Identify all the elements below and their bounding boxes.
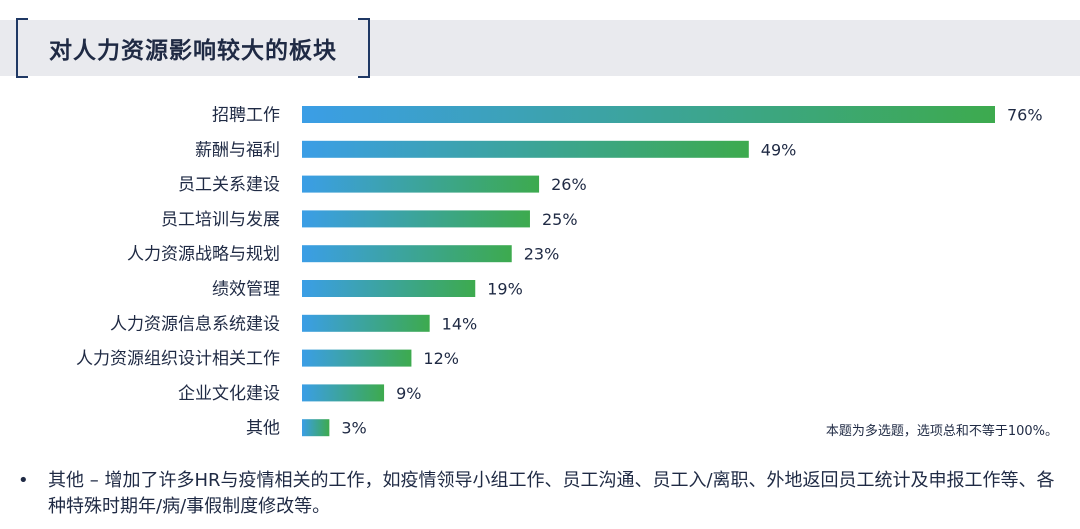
bar	[302, 314, 430, 332]
category-label: 人力资源信息系统建设	[110, 314, 280, 334]
category-label: 招聘工作	[212, 106, 280, 126]
category-label: 员工培训与发展	[161, 210, 280, 230]
footnote-text: 其他 – 增加了许多HR与疫情相关的工作，如疫情领导小组工作、员工沟通、员工入/…	[48, 470, 1055, 517]
value-label: 12%	[423, 349, 459, 368]
bar	[302, 210, 530, 228]
value-label: 23%	[524, 245, 560, 264]
category-label: 员工关系建设	[178, 175, 280, 195]
value-label: 25%	[542, 210, 578, 229]
bar	[302, 280, 476, 297]
bar	[302, 140, 749, 158]
value-label: 14%	[442, 314, 478, 333]
category-label: 人力资源组织设计相关工作	[76, 349, 280, 369]
category-label: 薪酬与福利	[195, 140, 280, 160]
value-label: 9%	[396, 384, 421, 403]
bar	[302, 245, 512, 263]
page-title: 对人力资源影响较大的板块	[49, 38, 337, 64]
value-label: 49%	[761, 140, 797, 159]
value-label: 26%	[551, 175, 587, 194]
value-label: 76%	[1007, 106, 1043, 125]
value-label: 3%	[341, 419, 366, 438]
bar-chart: 招聘工作 76% 薪酬与福利 49% 员工关系建设 26% 员工培训与发展 25% 人力资源战略…	[76, 106, 1043, 439]
bar	[302, 419, 330, 437]
category-label: 人力资源战略与规划	[127, 245, 280, 265]
bar	[302, 175, 540, 193]
bullet-marker: •	[18, 470, 29, 491]
title-box: 对人力资源影响较大的板块	[16, 18, 370, 78]
value-label: 19%	[487, 280, 523, 299]
bar	[302, 106, 995, 123]
title-band	[0, 20, 1080, 76]
bar	[302, 349, 412, 367]
chart-note: 本题为多选题，选项总和不等于100%。	[825, 424, 1058, 439]
category-label: 绩效管理	[212, 280, 280, 300]
category-label: 企业文化建设	[178, 384, 280, 404]
category-label: 其他	[246, 419, 280, 439]
bar	[302, 384, 385, 402]
